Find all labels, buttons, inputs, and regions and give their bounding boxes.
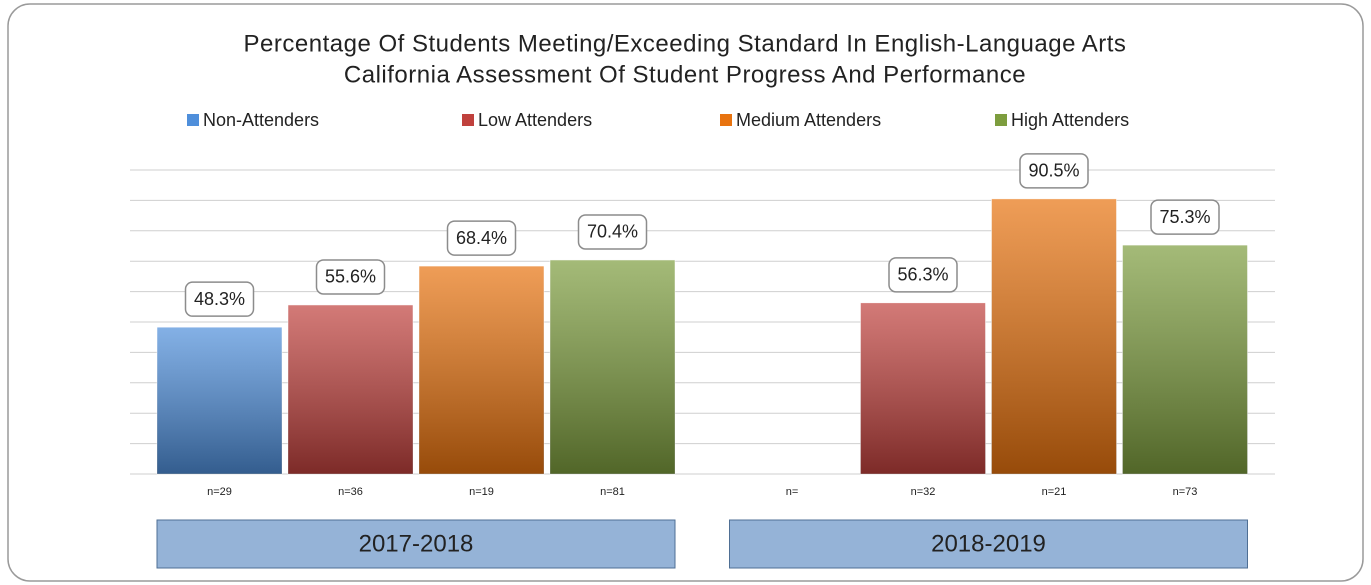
legend-label: High Attenders: [1011, 110, 1129, 130]
n-label: n=73: [1173, 486, 1198, 498]
bar-shade: [991, 198, 1117, 474]
legend-swatch: [187, 114, 199, 126]
legend-label: Non-Attenders: [203, 110, 319, 130]
legend-label: Low Attenders: [478, 110, 592, 130]
legend-swatch: [720, 114, 732, 126]
value-label: 90.5%: [1028, 161, 1079, 181]
chart-subtitle: California Assessment Of Student Progres…: [344, 61, 1026, 88]
chart-title: Percentage Of Students Meeting/Exceeding…: [244, 30, 1127, 57]
value-label: 75.3%: [1159, 207, 1210, 227]
value-label: 48.3%: [194, 289, 245, 309]
group-label: 2017-2018: [359, 530, 474, 557]
group-box: [156, 519, 676, 569]
value-label: 68.4%: [456, 228, 507, 248]
n-label: n=81: [600, 486, 625, 498]
value-label-box: [577, 214, 648, 250]
legend-swatch: [462, 114, 474, 126]
value-label-box: [888, 257, 958, 293]
value-label: 55.6%: [325, 267, 376, 287]
bar-shade: [550, 259, 675, 474]
n-label: n=: [786, 486, 799, 498]
value-label-box: [1019, 153, 1089, 189]
legend-swatch: [995, 114, 1007, 126]
n-label: n=29: [207, 486, 232, 498]
n-label: n=19: [469, 486, 494, 498]
group-box: [729, 519, 1248, 569]
group-label: 2018-2019: [931, 530, 1046, 557]
value-label-box: [446, 220, 517, 256]
n-label: n=36: [338, 486, 363, 498]
bar-shade: [419, 266, 544, 474]
value-label-box: [1150, 199, 1220, 235]
n-label: n=21: [1042, 486, 1067, 498]
value-label-box: [184, 281, 255, 317]
value-label: 56.3%: [897, 265, 948, 285]
bar-shade: [1122, 245, 1248, 474]
value-label: 70.4%: [587, 222, 638, 242]
n-label: n=32: [911, 486, 936, 498]
bar-shade: [860, 302, 986, 474]
legend-label: Medium Attenders: [736, 110, 881, 130]
value-label-box: [315, 259, 386, 295]
bar-shade: [288, 304, 413, 474]
bar-shade: [157, 327, 282, 474]
